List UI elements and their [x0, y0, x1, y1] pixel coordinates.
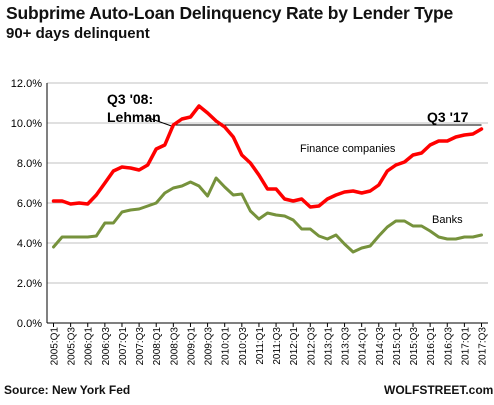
- x-tick-label: 2016:Q1: [426, 327, 437, 366]
- x-axis-tick-labels: 2005:Q1 2005:Q3 2006:Q1 2006:Q3 2007:Q1 2007:…: [50, 327, 489, 366]
- y-tick-label: 6.0%: [17, 198, 42, 210]
- y-axis-tick-labels: 0.0% 2.0% 4.0% 6.0% 8.0% 10.0% 12.0%: [11, 78, 42, 330]
- x-tick-label: 2013:Q3: [341, 327, 352, 366]
- x-tick-label: 2014:Q3: [375, 327, 386, 366]
- x-tick-label: 2007:Q3: [135, 327, 146, 366]
- y-tick-label: 0.0%: [17, 318, 42, 330]
- x-tick-label: 2013:Q1: [323, 327, 334, 366]
- chart-subtitle: 90+ days delinquent: [6, 25, 150, 42]
- axes: [46, 83, 488, 327]
- series-layer: [51, 104, 484, 254]
- x-tick-label: 2015:Q3: [409, 327, 420, 366]
- x-tick-label: 2009:Q1: [186, 327, 197, 366]
- series-label-finance-companies: Finance companies: [300, 143, 396, 155]
- x-tick-label: 2008:Q3: [169, 327, 180, 366]
- y-tick-label: 12.0%: [11, 78, 42, 90]
- brand-credit: WOLFSTREET.com: [384, 383, 494, 397]
- annotation-lehman-line2: Lehman: [107, 109, 161, 125]
- x-tick-label: 2016:Q3: [443, 327, 454, 366]
- x-tick-label: 2017:Q1: [460, 327, 471, 366]
- x-tick-label: 2014:Q1: [358, 327, 369, 366]
- x-tick-label: 2010:Q3: [238, 327, 249, 366]
- chart-title: Subprime Auto-Loan Delinquency Rate by L…: [6, 3, 453, 23]
- annotation-q3-17: Q3 '17: [427, 109, 469, 125]
- x-tick-label: 2006:Q3: [101, 327, 112, 366]
- x-tick-label: 2015:Q1: [392, 327, 403, 366]
- x-tick-label: 2012:Q3: [306, 327, 317, 366]
- y-tick-label: 4.0%: [17, 238, 42, 250]
- annotation-lehman-line1: Q3 '08:: [107, 91, 153, 107]
- gridlines: [47, 82, 488, 284]
- x-tick-label: 2008:Q1: [152, 327, 163, 366]
- lehman-pointer-line: [145, 116, 175, 128]
- y-tick-label: 2.0%: [17, 278, 42, 290]
- x-tick-label: 2005:Q3: [67, 327, 78, 366]
- series-line-finance-companies: [51, 104, 484, 209]
- x-tick-label: 2005:Q1: [50, 327, 61, 366]
- x-tick-label: 2012:Q1: [289, 327, 300, 366]
- y-tick-label: 8.0%: [17, 158, 42, 170]
- x-tick-label: 2011:Q1: [255, 327, 266, 365]
- series-label-banks: Banks: [432, 214, 463, 226]
- x-tick-label: 2017:Q3: [478, 327, 489, 366]
- annotations: Q3 '08: Lehman Q3 '17 Finance companies …: [107, 91, 469, 226]
- x-tick-label: 2010:Q1: [221, 327, 232, 366]
- x-tick-label: 2011:Q3: [272, 327, 283, 365]
- series-line-banks: [52, 176, 483, 254]
- x-tick-label: 2007:Q1: [118, 327, 129, 366]
- x-tick-label: 2009:Q3: [204, 327, 215, 366]
- x-tick-label: 2006:Q1: [84, 327, 95, 366]
- y-tick-label: 10.0%: [11, 118, 42, 130]
- source-note: Source: New York Fed: [4, 383, 131, 397]
